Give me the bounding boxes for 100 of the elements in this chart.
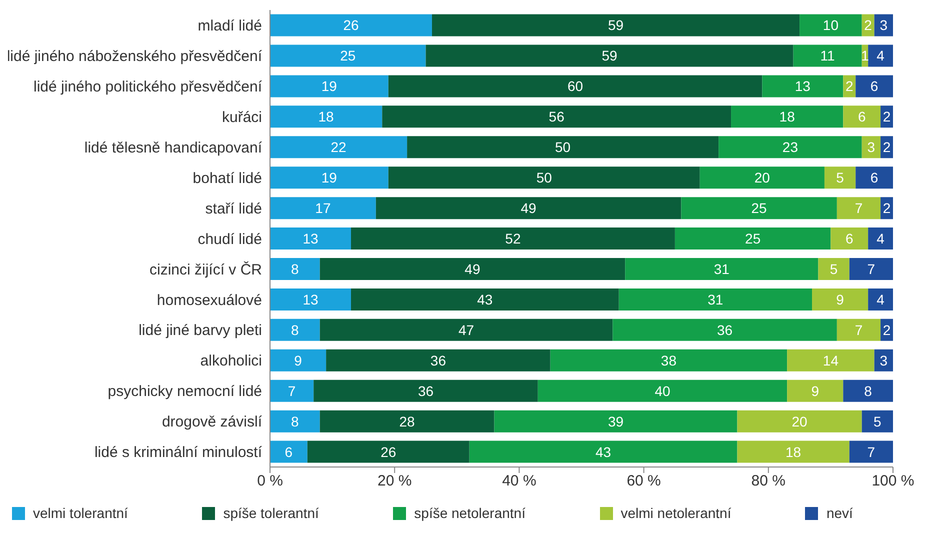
bar <box>824 166 856 189</box>
data-label: 59 <box>602 48 618 64</box>
bar <box>270 197 376 220</box>
data-label: 6 <box>870 170 878 186</box>
bar <box>550 349 788 372</box>
bar <box>674 228 831 250</box>
data-label: 9 <box>811 382 820 399</box>
bar <box>818 258 850 280</box>
y-tick-label: lidé tělesně handicapovaní <box>84 139 263 156</box>
data-label: 3 <box>880 352 888 368</box>
bar <box>787 349 874 372</box>
data-label: 7 <box>867 444 876 460</box>
data-label: 6 <box>870 78 878 94</box>
x-tick-label: 40 % <box>502 472 536 490</box>
data-label: 2 <box>882 139 891 156</box>
data-label: 7 <box>867 260 876 277</box>
y-tick-label: chudí lidé <box>198 230 262 248</box>
data-label: 19 <box>321 78 338 94</box>
data-label: 20 <box>754 170 770 186</box>
bar <box>812 288 868 310</box>
bar <box>270 166 388 189</box>
bar <box>868 288 893 310</box>
bar <box>843 106 881 128</box>
data-label: 13 <box>794 78 811 94</box>
x-tick-label: 60 % <box>626 472 661 490</box>
data-label: 2 <box>882 108 891 125</box>
bar <box>388 166 700 189</box>
bar <box>270 440 308 463</box>
bar <box>762 75 844 98</box>
data-label: 6 <box>284 444 293 460</box>
data-label: 2 <box>845 78 854 94</box>
data-label: 9 <box>294 352 302 368</box>
data-label: 8 <box>291 322 300 338</box>
data-label: 7 <box>854 200 863 216</box>
bar <box>849 258 893 280</box>
y-tick-label: psychicky nemocní lidé <box>108 383 262 400</box>
data-label: 4 <box>876 230 885 246</box>
bar <box>830 228 868 250</box>
bar <box>388 75 762 98</box>
data-label: 4 <box>876 48 885 64</box>
data-label: 14 <box>822 352 839 368</box>
bar <box>849 440 893 463</box>
x-tick-label: 100 % <box>872 472 914 490</box>
data-label: 10 <box>822 17 839 34</box>
data-label: 49 <box>464 260 480 277</box>
bar <box>843 380 893 402</box>
data-label: 23 <box>782 139 798 156</box>
bar <box>718 136 862 158</box>
data-label: 18 <box>318 108 334 125</box>
bar <box>700 166 824 189</box>
data-label: 25 <box>751 200 768 216</box>
data-label: 8 <box>291 260 300 277</box>
bar <box>314 380 538 402</box>
bar <box>270 258 320 280</box>
y-tick-label: alkoholici <box>200 352 262 370</box>
bar <box>270 380 314 402</box>
bar <box>307 440 470 463</box>
bar <box>270 349 326 372</box>
bar <box>350 228 675 250</box>
data-label: 25 <box>745 230 761 246</box>
x-tick-label: 0 % <box>257 472 283 490</box>
bar <box>407 136 719 158</box>
bar <box>868 228 893 250</box>
data-label: 43 <box>596 444 612 460</box>
bar <box>494 410 738 432</box>
data-label: 2 <box>882 200 891 216</box>
data-label: 11 <box>820 48 836 64</box>
bar <box>538 380 788 402</box>
data-label: 18 <box>779 108 796 125</box>
bar <box>320 258 626 280</box>
bar <box>856 75 893 98</box>
data-label: 40 <box>654 382 670 399</box>
bar <box>320 318 613 341</box>
bar <box>856 166 893 189</box>
data-label: 36 <box>418 382 434 399</box>
data-label: 31 <box>714 260 730 277</box>
data-label: 2 <box>882 322 891 338</box>
bar <box>382 106 732 128</box>
y-tick-label: kuřáci <box>222 108 262 126</box>
data-label: 31 <box>708 291 724 308</box>
y-tick-label: homosexuálové <box>156 292 262 309</box>
bar <box>731 106 844 128</box>
bar <box>868 44 893 67</box>
data-label: 5 <box>830 260 838 277</box>
y-tick-label: cizinci žijící v ČR <box>149 260 262 278</box>
bar <box>836 318 881 341</box>
bar <box>737 410 862 432</box>
bar <box>270 228 351 250</box>
bar <box>270 318 320 341</box>
data-label: 25 <box>340 48 356 64</box>
y-tick-label: lidé s kriminální minulostí <box>94 444 263 462</box>
data-label: 7 <box>854 322 863 338</box>
data-label: 60 <box>567 78 584 94</box>
data-label: 5 <box>836 170 844 186</box>
data-label: 17 <box>315 200 331 216</box>
bar <box>426 44 794 67</box>
bar <box>836 197 881 220</box>
data-label: 5 <box>874 413 882 430</box>
bar <box>270 410 320 432</box>
bar <box>612 318 837 341</box>
